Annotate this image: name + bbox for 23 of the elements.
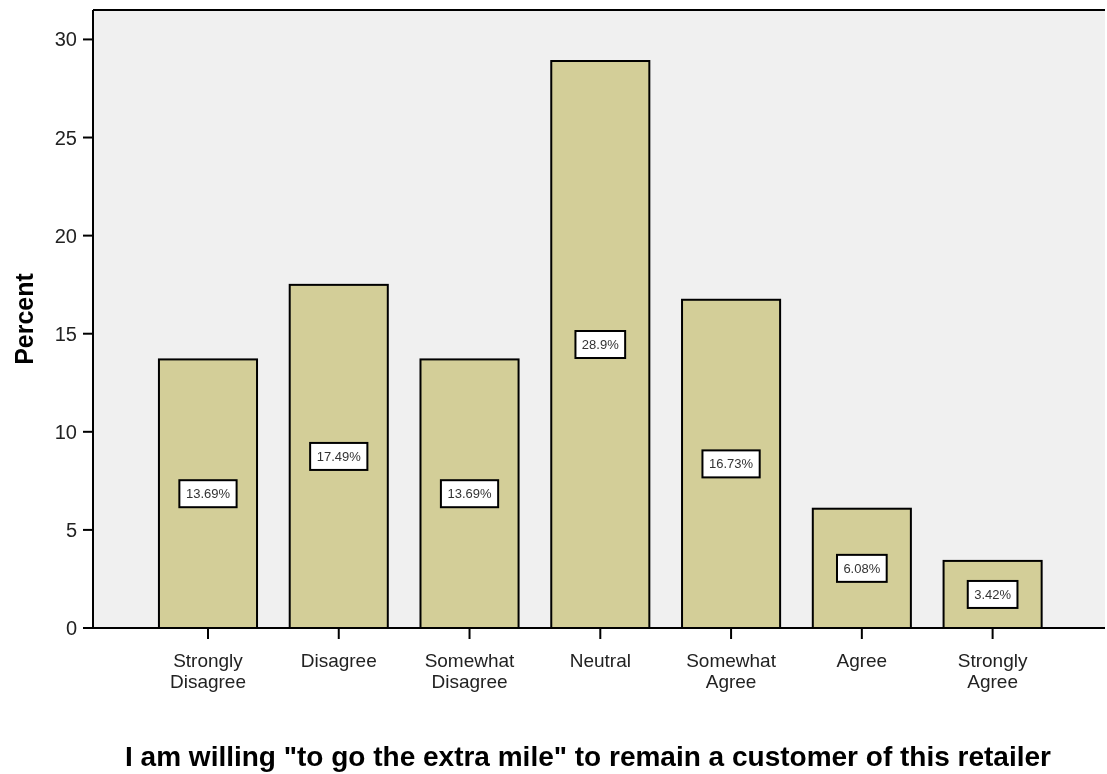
y-tick-label: 25 — [54, 126, 77, 149]
x-tick-label: Neutral — [569, 649, 631, 671]
y-tick-label: 20 — [54, 224, 77, 247]
data-label: 16.73% — [709, 456, 754, 472]
x-tick-label: Strongly Agree — [957, 649, 1028, 692]
y-tick-label: 0 — [65, 617, 77, 639]
y-tick-label: 10 — [54, 420, 77, 443]
data-label: 17.49% — [316, 448, 362, 464]
y-axis-title: Percent — [10, 272, 38, 365]
x-tick-label: Somewhat Disagree — [424, 649, 516, 692]
x-axis-title: I am willing "to go the extra mile" to remain a customer of this retailer — [125, 740, 1052, 772]
data-label: 3.42% — [974, 586, 1012, 602]
y-tick-label: 30 — [54, 28, 77, 51]
data-label: 6.08% — [843, 560, 881, 576]
x-tick-label: Somewhat Agree — [686, 649, 777, 692]
data-label: 13.69% — [185, 486, 231, 502]
y-tick-label: 15 — [54, 322, 77, 345]
y-tick-label: 5 — [65, 518, 77, 541]
x-tick-label: Strongly Disagree — [169, 649, 247, 692]
x-tick-label: Agree — [836, 649, 888, 671]
data-label: 28.9% — [581, 337, 620, 352]
data-label: 13.69% — [447, 486, 493, 502]
x-tick-label: Disagree — [300, 649, 377, 671]
